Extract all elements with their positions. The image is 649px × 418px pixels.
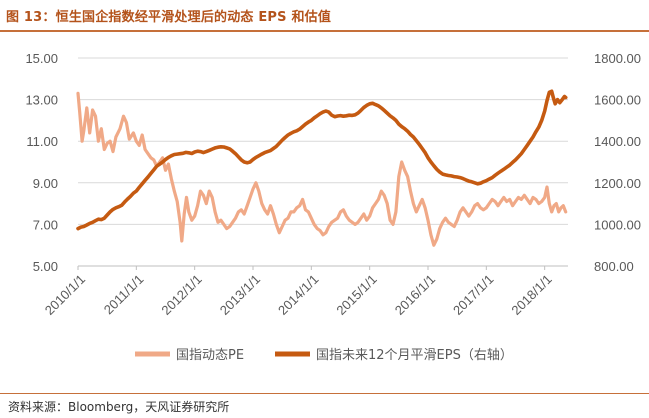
x-tick-label: 2013/1/1 xyxy=(217,272,263,318)
right-tick-label: 1200.00 xyxy=(594,176,641,191)
source-note: 资料来源：Bloomberg，天风证券研究所 xyxy=(8,400,230,414)
x-tick-label: 2015/1/1 xyxy=(333,272,379,318)
legend-label-eps: 国指未来12个月平滑EPS（右轴） xyxy=(316,348,513,363)
x-axis-ticks: 2010/1/1 2011/1/1 2012/1/1 2013/1/1 2014/1/1… xyxy=(42,272,555,318)
right-tick-label: 1000.00 xyxy=(594,217,641,232)
right-axis-ticks: 800.00 1000.00 1200.00 1400.00 1600.00 1800.0… xyxy=(594,51,641,274)
right-tick-label: 1600.00 xyxy=(594,93,641,108)
right-tick-label: 1800.00 xyxy=(594,51,641,66)
left-tick-label: 15.00 xyxy=(25,51,58,66)
right-tick-label: 1400.00 xyxy=(594,134,641,149)
title-divider xyxy=(0,30,649,32)
right-tick-label: 800.00 xyxy=(594,259,634,274)
figure-title: 图 13：恒生国企指数经平滑处理后的动态 EPS 和估值 xyxy=(6,9,332,25)
x-tick-label: 2011/1/1 xyxy=(101,272,147,318)
left-tick-label: 11.00 xyxy=(26,134,58,149)
x-tick-label: 2018/1/1 xyxy=(508,272,554,318)
left-tick-label: 13.00 xyxy=(25,93,58,108)
legend-label-pe: 国指动态PE xyxy=(176,348,244,363)
title-bar: 图 13：恒生国企指数经平滑处理后的动态 EPS 和估值 xyxy=(0,0,649,30)
left-axis-ticks: 5.00 7.00 9.00 11.00 13.00 15.00 xyxy=(25,51,58,274)
footer-divider xyxy=(0,393,649,394)
series-lines xyxy=(76,89,568,247)
series-line-eps xyxy=(76,89,568,231)
x-tick-label: 2012/1/1 xyxy=(158,272,204,318)
left-tick-label: 5.00 xyxy=(33,259,58,274)
x-tick-label: 2016/1/1 xyxy=(392,272,438,318)
grid-lines xyxy=(77,57,568,270)
x-tick-label: 2017/1/1 xyxy=(450,272,496,318)
x-tick-label: 2010/1/1 xyxy=(42,272,88,318)
left-tick-label: 9.00 xyxy=(33,176,58,191)
chart-area: 5.00 7.00 9.00 11.00 13.00 15.00 800.00 1000.0… xyxy=(25,51,641,363)
series-line-pe xyxy=(76,91,568,247)
legend: 国指动态PE 国指未来12个月平滑EPS（右轴） xyxy=(135,348,513,363)
x-tick-label: 2014/1/1 xyxy=(275,272,321,318)
left-tick-label: 7.00 xyxy=(33,217,58,232)
